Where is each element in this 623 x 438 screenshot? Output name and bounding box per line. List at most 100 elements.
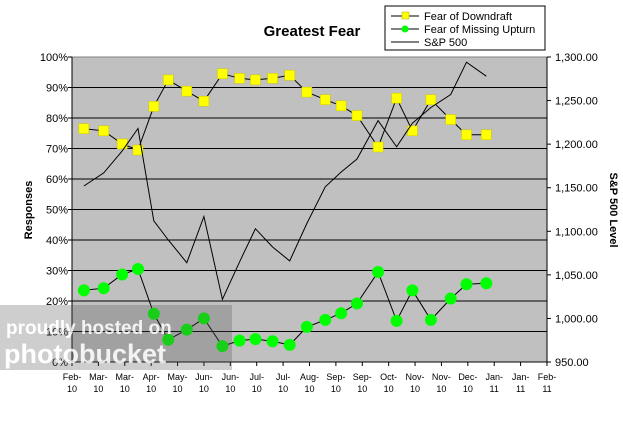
y2-tick-label: 1,100.00 (555, 226, 598, 238)
point-fear-of-missing-upturn (335, 307, 348, 320)
x-tick-label-year: 11 (516, 384, 525, 394)
point-fear-of-missing-upturn (197, 312, 210, 325)
point-fear-of-missing-upturn (283, 338, 296, 351)
x-tick-label-year: 10 (304, 384, 314, 394)
x-tick-label: Apr- (143, 372, 160, 382)
point-fear-of-missing-upturn (266, 335, 279, 348)
series (77, 61, 493, 353)
x-tick-label-year: 10 (410, 384, 420, 394)
x-tick-label: Jul- (249, 372, 264, 382)
legend-label-upturn: Fear of Missing Upturn (424, 24, 535, 36)
x-tick-label-year: 10 (93, 384, 103, 394)
y-tick-label: 70% (46, 144, 68, 156)
watermark-backdrop (0, 305, 232, 370)
point-fear-of-downdraft (163, 74, 174, 86)
x-tick-label-year: 10 (357, 384, 367, 394)
x-tick-label-year: 11 (490, 384, 499, 394)
point-fear-of-downdraft (234, 73, 245, 84)
watermark-line-2: photobucket (4, 339, 166, 369)
y-tick-label: 50% (46, 205, 68, 217)
series-line-s-p-500 (83, 61, 487, 301)
y2-tick-label: 1,050.00 (555, 270, 598, 282)
point-fear-of-missing-upturn (424, 313, 437, 326)
y-tick-label: 10% (46, 327, 68, 339)
y-tick-label: 40% (46, 235, 68, 247)
x-tick-label-year: 10 (225, 384, 235, 394)
x-tick-label: Feb- (63, 372, 82, 382)
axes (68, 56, 551, 366)
x-tick-label-year: 10 (173, 384, 183, 394)
y-tick-label: 90% (46, 83, 68, 95)
x-tick-label: Mar- (89, 372, 108, 382)
point-fear-of-missing-upturn (97, 282, 110, 295)
point-fear-of-missing-upturn (300, 320, 313, 333)
point-fear-of-downdraft (198, 95, 210, 107)
x-tick-label-year: 10 (120, 384, 130, 394)
x-tick-label-year: 10 (146, 384, 156, 394)
point-fear-of-downdraft (250, 74, 261, 86)
point-fear-of-missing-upturn (444, 292, 457, 305)
x-tick-label: May- (168, 372, 188, 382)
x-tick-label: Jan- (512, 372, 530, 382)
x-tick-label: Mar- (116, 372, 135, 382)
point-fear-of-downdraft (78, 123, 90, 134)
point-fear-of-missing-upturn (131, 262, 144, 275)
legend: Fear of Downdraft Fear of Missing Upturn… (384, 5, 546, 51)
point-fear-of-downdraft (217, 68, 228, 80)
y-axis-label: Responses (23, 181, 35, 240)
x-tick-label-year: 11 (542, 384, 551, 394)
x-tick-label: Feb- (538, 372, 557, 382)
legend-marker-downdraft (401, 11, 410, 20)
x-tick-label: Aug- (300, 372, 319, 382)
x-tick-label-year: 10 (278, 384, 288, 394)
x-tick-label: Nov- (406, 372, 425, 382)
point-fear-of-missing-upturn (390, 314, 403, 327)
x-tick-label: Jun- (222, 372, 240, 382)
point-fear-of-downdraft (284, 70, 295, 81)
legend-box (384, 5, 546, 51)
y-tick-label: 60% (46, 174, 68, 186)
y-tick-label: 0% (52, 357, 68, 369)
tick-labels: 0% 10% 20% 30% 40% 50% 60% 70% 80% 90% 100% 950.00 1… (40, 52, 598, 394)
y-tick-label: 30% (46, 266, 68, 278)
point-fear-of-downdraft (391, 92, 402, 104)
x-tick-label-year: 10 (252, 384, 262, 394)
photobucket-watermark: proudly hosted on photobucket (0, 305, 232, 370)
x-tick-label: Jun- (195, 372, 213, 382)
x-tick-label: Dec- (458, 372, 477, 382)
point-fear-of-downdraft (445, 114, 456, 125)
x-tick-label-year: 10 (436, 384, 446, 394)
point-fear-of-missing-upturn (233, 334, 246, 347)
point-fear-of-missing-upturn (116, 268, 129, 281)
point-fear-of-missing-upturn (319, 313, 332, 326)
y2-tick-label: 1,300.00 (555, 52, 598, 64)
x-tick-label-year: 10 (384, 384, 394, 394)
y2-tick-label: 950.00 (555, 357, 589, 369)
point-fear-of-downdraft (320, 94, 331, 105)
x-tick-label: Sep- (326, 372, 345, 382)
point-fear-of-downdraft (461, 129, 472, 141)
chart-title: Greatest Fear (264, 23, 361, 40)
point-fear-of-missing-upturn (480, 277, 493, 290)
y-tick-label: 80% (46, 113, 68, 125)
point-fear-of-missing-upturn (162, 333, 175, 346)
y2-tick-label: 1,000.00 (555, 313, 598, 325)
point-fear-of-missing-upturn (351, 297, 363, 310)
point-fear-of-missing-upturn (180, 323, 193, 336)
y-tick-label: 100% (40, 52, 68, 64)
x-tick-label: Jul- (276, 372, 291, 382)
point-fear-of-missing-upturn (406, 284, 419, 297)
x-tick-label-year: 10 (331, 384, 341, 394)
point-fear-of-downdraft (148, 101, 160, 112)
legend-label-downdraft: Fear of Downdraft (424, 11, 512, 23)
x-tick-label: Jan- (485, 372, 503, 382)
point-fear-of-missing-upturn (372, 266, 385, 279)
point-fear-of-downdraft (181, 85, 193, 97)
y-tick-label: 20% (46, 296, 68, 308)
y2-axis-label: S&P 500 Level (607, 172, 619, 247)
point-fear-of-downdraft (407, 125, 418, 137)
point-fear-of-missing-upturn (249, 333, 262, 346)
point-fear-of-missing-upturn (147, 307, 160, 320)
